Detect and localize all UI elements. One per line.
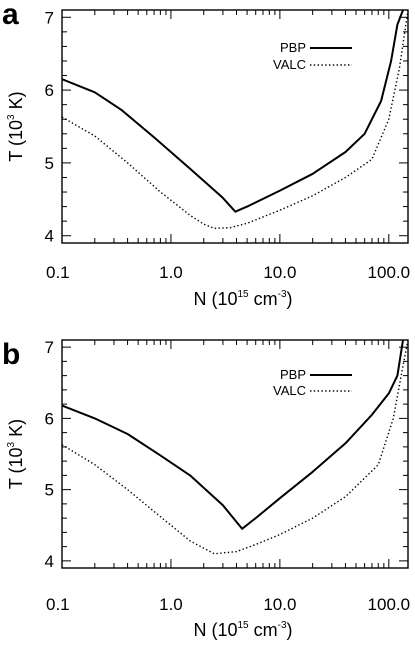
panel-letter: a bbox=[2, 0, 19, 31]
series-line-valc bbox=[62, 340, 408, 555]
y-tick-label: 5 bbox=[45, 154, 54, 173]
x-axis-label-unit: cm bbox=[249, 289, 278, 309]
x-tick-label: 10.0 bbox=[263, 595, 296, 614]
panel-b: b 0.1 1.0 10.0 100.0 4 5 6 7 N (1015 cm-3) T (103 … bbox=[2, 338, 410, 640]
x-axis-label: N (1015 cm-3) bbox=[193, 620, 292, 640]
y-axis-label-text: T (10 bbox=[6, 120, 26, 162]
y-tick-label: 6 bbox=[45, 409, 54, 428]
legend-label-pbp: PBP bbox=[280, 367, 306, 382]
x-tick-label: 1.0 bbox=[159, 263, 183, 282]
y-axis-label: T (103 K) bbox=[6, 91, 26, 161]
series-line-pbp bbox=[62, 10, 404, 213]
y-axis-label-close: K) bbox=[6, 419, 26, 442]
y-tick-label: 4 bbox=[45, 552, 54, 571]
y-tick-label: 4 bbox=[45, 227, 54, 246]
y-axis-label-exp: 3 bbox=[6, 114, 17, 120]
x-axis-label-unit-exp: -3 bbox=[278, 620, 287, 631]
legend-label-valc: VALC bbox=[273, 57, 306, 72]
x-tick-label: 100.0 bbox=[368, 263, 411, 282]
y-axis-label-close: K) bbox=[6, 91, 26, 114]
legend-label-pbp: PBP bbox=[280, 40, 306, 55]
series-line-valc bbox=[62, 10, 408, 230]
x-axis-label-unit-exp: -3 bbox=[278, 289, 287, 300]
y-tick-label: 7 bbox=[45, 8, 54, 27]
x-axis-label-exp: 15 bbox=[237, 289, 249, 300]
x-axis-label-text: N (10 bbox=[193, 620, 237, 640]
plot-frame bbox=[61, 9, 409, 244]
x-tick-label: 0.1 bbox=[46, 263, 70, 282]
y-axis-label: T (103 K) bbox=[6, 419, 26, 489]
x-tick-label: 1.0 bbox=[159, 595, 183, 614]
x-axis-label-exp: 15 bbox=[237, 620, 249, 631]
x-axis-label-text: N (10 bbox=[193, 289, 237, 309]
y-tick-label: 5 bbox=[45, 481, 54, 500]
x-axis-label-close: ) bbox=[287, 620, 293, 640]
x-tick-label: 10.0 bbox=[263, 263, 296, 282]
legend-label-valc: VALC bbox=[273, 383, 306, 398]
y-tick-label: 7 bbox=[45, 338, 54, 357]
series-line-pbp bbox=[62, 340, 404, 530]
plot-frame bbox=[61, 339, 409, 569]
x-tick-label: 0.1 bbox=[46, 595, 70, 614]
x-axis-label: N (1015 cm-3) bbox=[193, 289, 292, 309]
x-tick-label: 100.0 bbox=[368, 595, 411, 614]
x-axis-label-close: ) bbox=[287, 289, 293, 309]
y-axis-label-text: T (10 bbox=[6, 447, 26, 489]
y-tick-label: 6 bbox=[45, 81, 54, 100]
panel-a: a 0.1 1.0 10.0 100.0 4 5 6 7 N (1015 cm-3) T (103 … bbox=[2, 0, 410, 309]
y-axis-label-exp: 3 bbox=[6, 441, 17, 447]
x-axis-label-unit: cm bbox=[249, 620, 278, 640]
panel-letter: b bbox=[2, 338, 20, 371]
